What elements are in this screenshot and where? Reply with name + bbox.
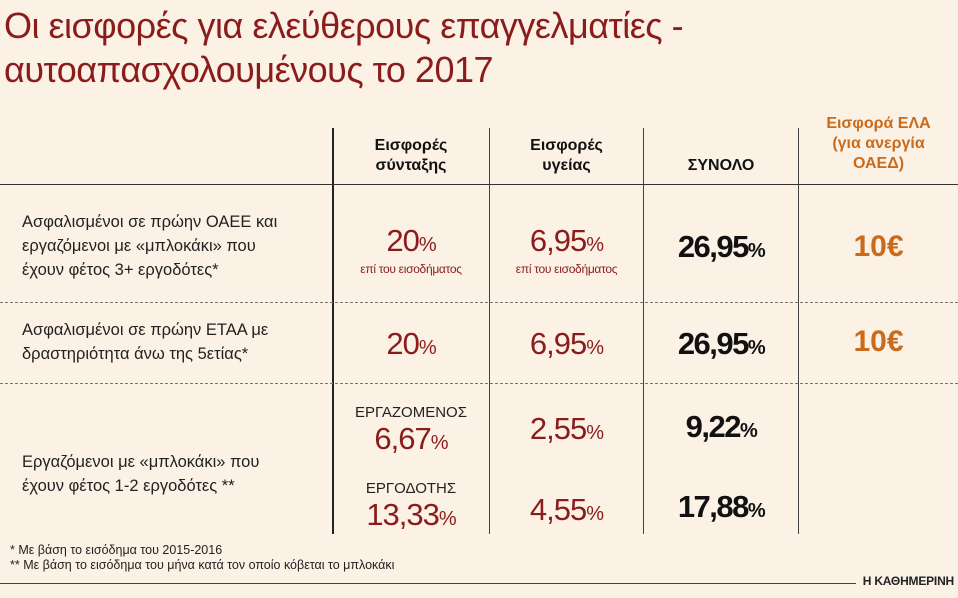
employee-pension-value: 6,67% [374,421,448,456]
row-label-blokaki: Εργαζόμενοι με «μπλοκάκι» που έχουν φέτο… [22,453,260,495]
column-divider [798,128,799,534]
row3-employee-total: 9,22% [685,409,758,444]
pension-value: 20% [386,223,436,258]
row3-employee-pension: ΕΡΓΑΖΟΜΕΝΟΣ 6,67% [334,404,488,460]
footnote-1: * Με βάση το εισόδημα του 2015-2016 [10,543,223,557]
header-total: ΣΥΝΟΛΟ [687,157,755,174]
row1-total: 26,95% [677,229,766,264]
row3-employee-health: 2,55% [529,411,604,446]
header-divider [0,184,958,185]
header-pension: Εισφορές σύνταξης [374,137,448,174]
column-divider [489,128,490,534]
row2-pension: 20% [386,326,436,361]
row-divider [0,383,958,384]
row3-employer-health: 4,55% [529,492,604,527]
row2-total: 26,95% [677,326,766,361]
employer-pension-value: 13,33% [366,497,456,532]
column-divider [643,128,644,534]
employee-tag: ΕΡΓΑΖΟΜΕΝΟΣ [354,404,467,421]
title-line-1: Οι εισφορές για ελεύθερους επαγγελματίες… [4,5,684,46]
row1-ela: 10€ [853,230,904,263]
header-health: Εισφορές υγείας [530,137,603,174]
employer-tag: ΕΡΓΟΔΟΤΗΣ [365,480,457,497]
footnote-2: ** Με βάση το εισόδημα του μήνα κατά τον… [10,558,395,572]
health-value: 6,95% [529,223,604,258]
row2-health: 6,95% [529,326,604,361]
row-label-etaa: Ασφαλισμένοι σε πρώην ΕΤΑΑ με δραστηριότ… [22,321,269,363]
title-line-2: αυτοαπασχολουμένους το 2017 [4,49,494,90]
page-title: Οι εισφορές για ελεύθερους επαγγελματίες… [4,4,954,92]
brand-logo: Η ΚΑΘΗΜΕΡΙΝΗ [862,574,954,588]
row3-employer-pension: ΕΡΓΟΔΟΤΗΣ 13,33% [334,480,488,536]
health-note: επί του εισοδήματος [515,262,618,276]
row-label-oaee: Ασφαλισμένοι σε πρώην ΟΑΕΕ και εργαζόμεν… [22,213,278,279]
header-ela: Εισφορά ΕΛΑ (για ανεργία ΟΑΕΔ) [826,115,931,172]
pension-note: επί του εισοδήματος [360,262,462,276]
column-divider-main [332,128,334,534]
row3-employer-total: 17,88% [677,489,766,524]
row-divider [0,302,958,303]
row1-health: 6,95% επί του εισοδήματος [490,223,643,277]
row1-pension: 20% επί του εισοδήματος [334,223,488,277]
row2-ela: 10€ [853,325,904,358]
brand-rule [0,583,856,584]
